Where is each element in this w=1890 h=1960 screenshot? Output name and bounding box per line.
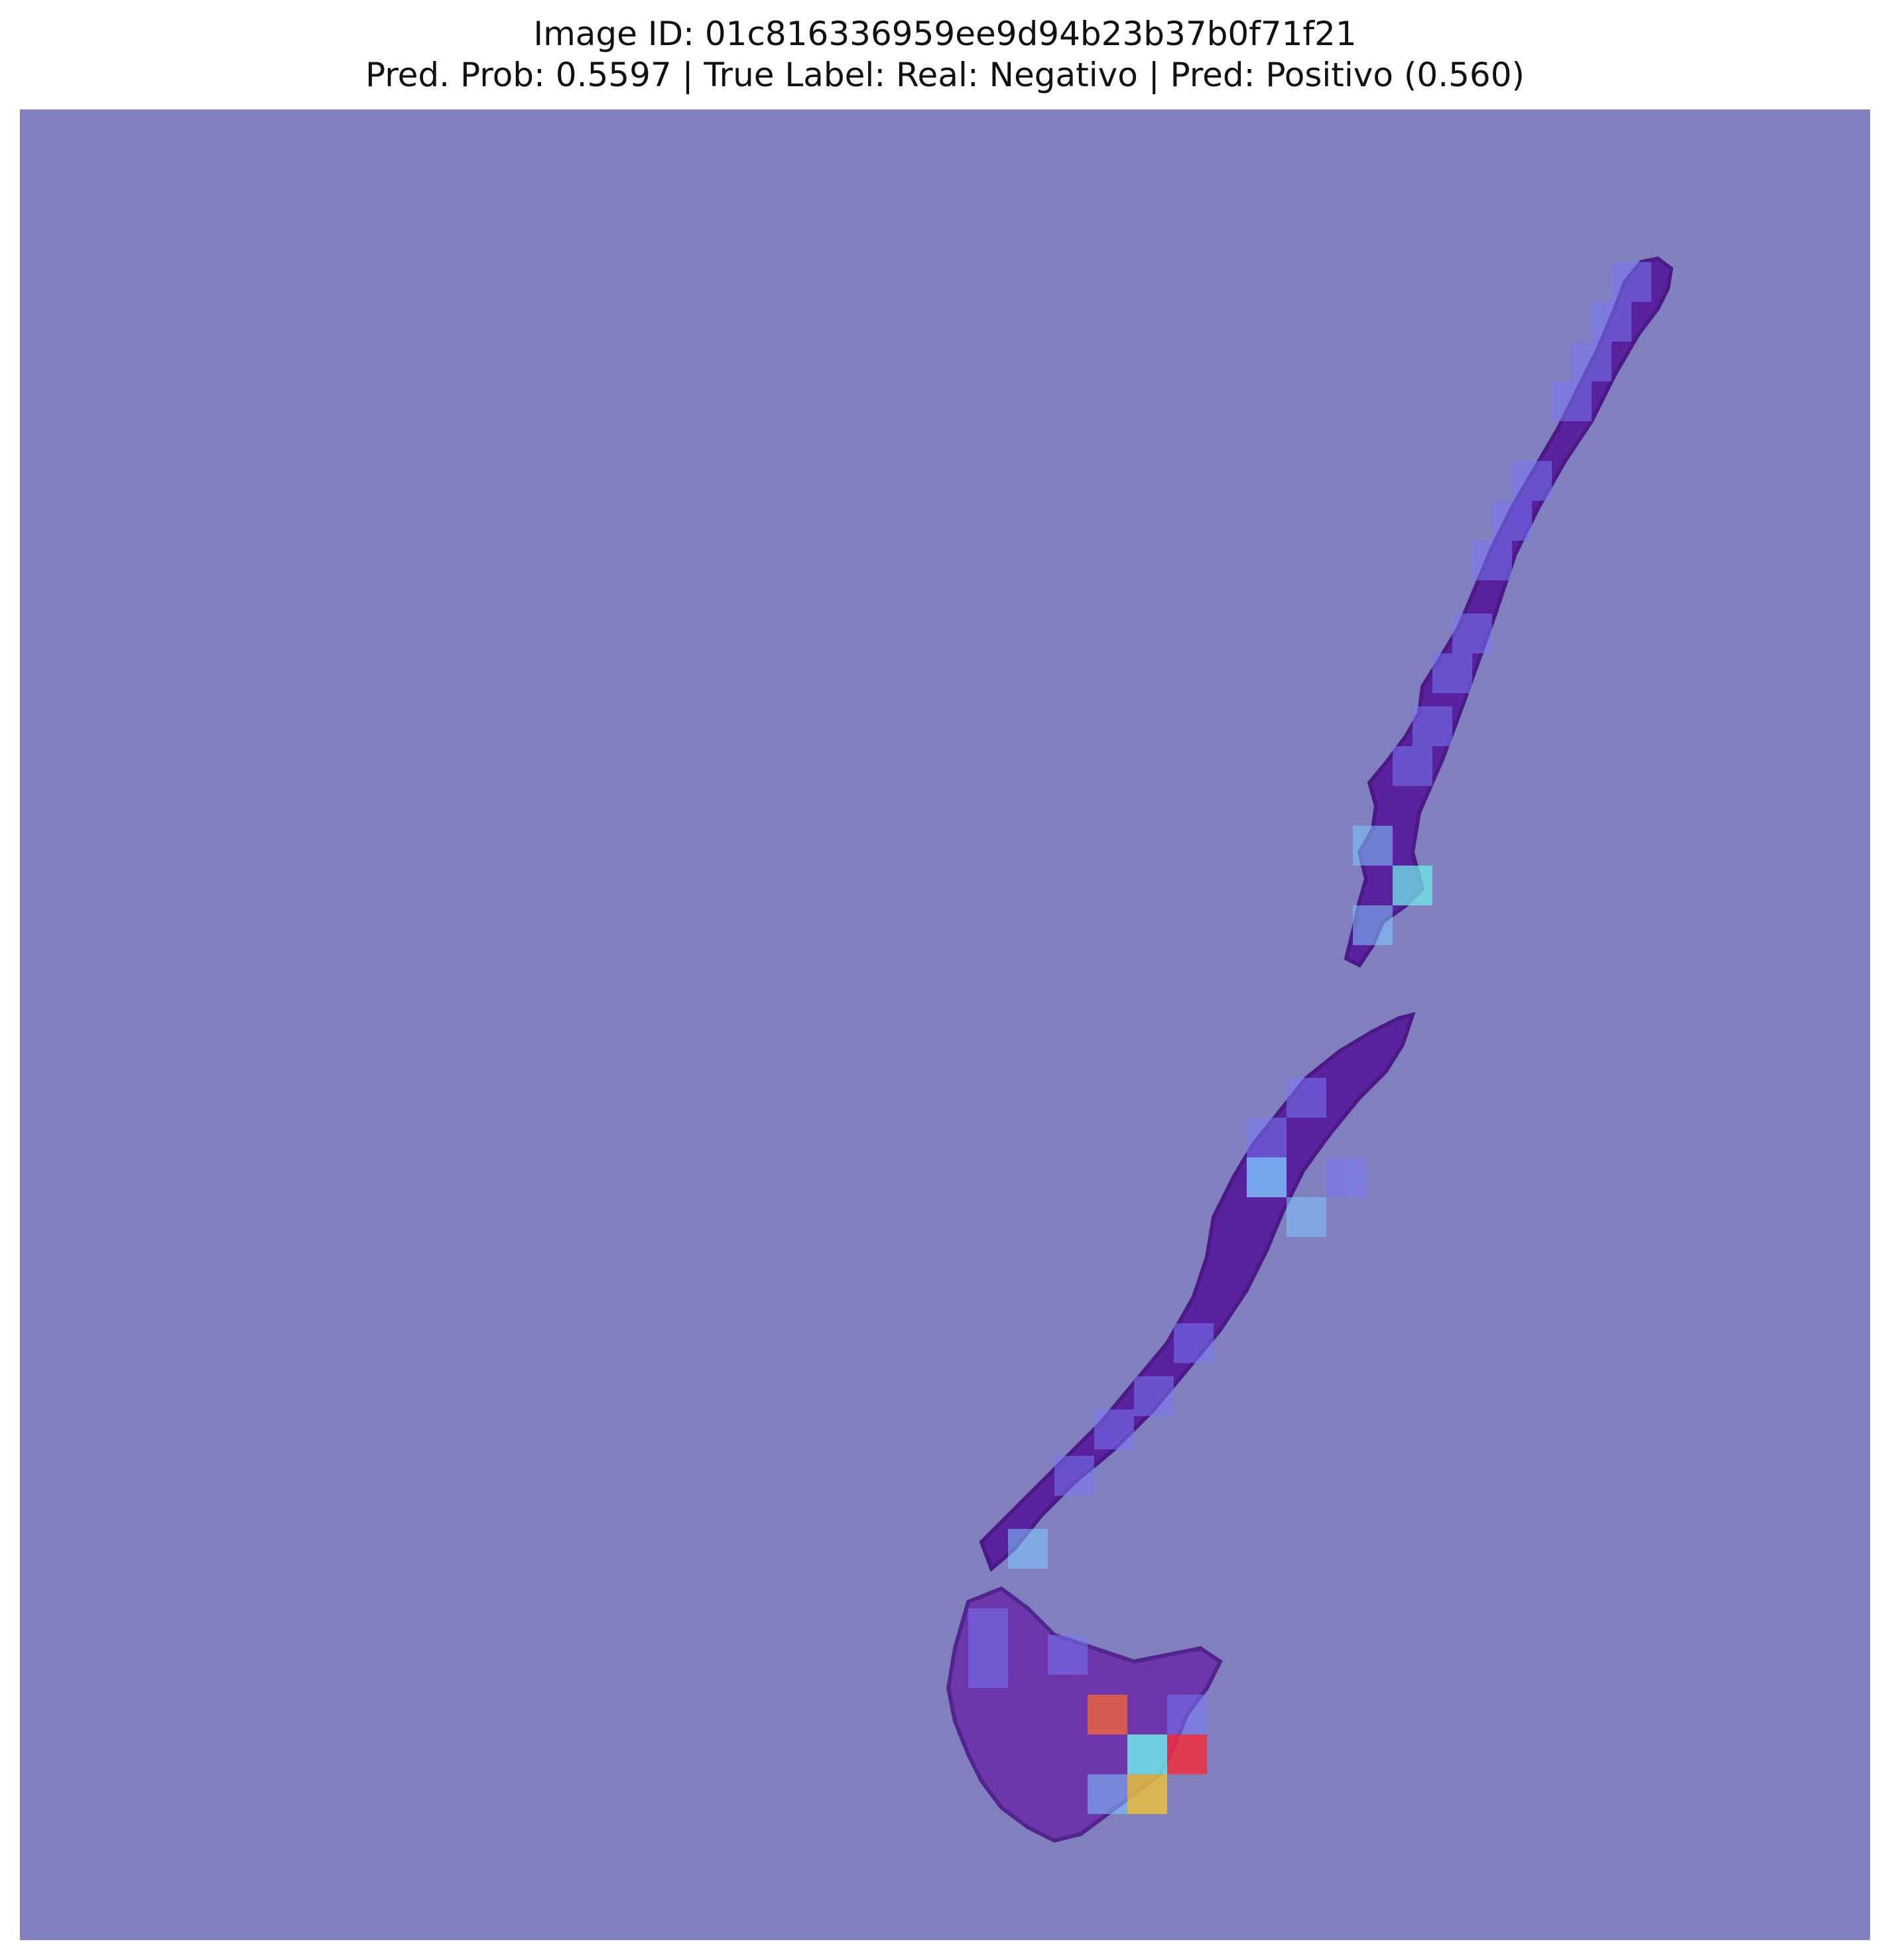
heat-tile-red [1167, 1734, 1207, 1774]
heat-tile-orange [1088, 1695, 1127, 1734]
figure-title: Image ID: 01c816336959ee9d94b23b37b0f71f… [0, 13, 1890, 96]
heatmap-overlay [946, 256, 1674, 1843]
heat-tiles-lower [968, 1608, 1207, 1814]
title-image-id: Image ID: 01c816336959ee9d94b23b37b0f71f… [533, 15, 1357, 53]
title-prediction-summary: Pred. Prob: 0.5597 | True Label: Real: N… [365, 56, 1525, 94]
heatmap-panel [20, 109, 1870, 1940]
heat-tile-yellow [1127, 1774, 1167, 1814]
heat-tiles-upper [1353, 262, 1651, 945]
heat-tile-cyan-lower [1127, 1734, 1167, 1774]
heat-tile-lightblue-middle [1247, 1157, 1287, 1197]
heat-tile-cyan-upper [1393, 866, 1432, 905]
tissue-middle-segment [979, 1012, 1416, 1573]
tissue-upper-segment [1344, 256, 1674, 968]
heat-tiles-middle [1008, 1078, 1366, 1569]
